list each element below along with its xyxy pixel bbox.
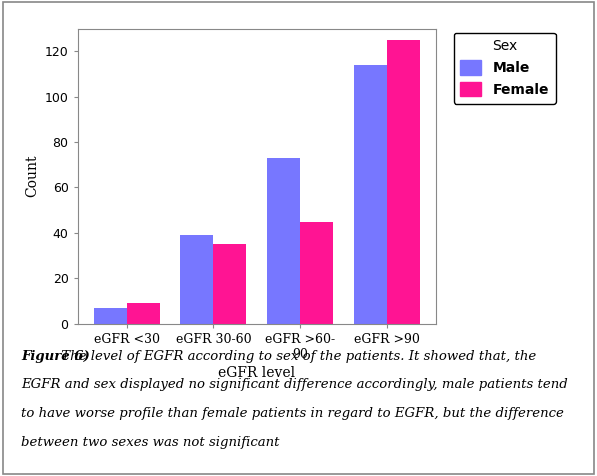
- Text: The level of EGFR according to sex of the patients. It showed that, the: The level of EGFR according to sex of th…: [57, 350, 537, 363]
- Text: between two sexes was not significant: between two sexes was not significant: [21, 436, 279, 448]
- Bar: [353, 65, 387, 324]
- Text: to have worse profile than female patients in regard to EGFR, but the difference: to have worse profile than female patien…: [21, 407, 564, 420]
- Bar: [213, 244, 247, 324]
- Bar: [127, 303, 160, 324]
- Text: Figure 6): Figure 6): [21, 350, 90, 363]
- Y-axis label: Count: Count: [25, 155, 39, 198]
- Bar: [180, 235, 213, 324]
- X-axis label: eGFR level: eGFR level: [218, 366, 296, 380]
- Bar: [267, 158, 300, 324]
- Legend: Male, Female: Male, Female: [454, 32, 556, 104]
- Text: EGFR and sex displayed no significant difference accordingly, male patients tend: EGFR and sex displayed no significant di…: [21, 378, 568, 391]
- Bar: [387, 40, 420, 324]
- Bar: [94, 308, 127, 324]
- Bar: [300, 221, 333, 324]
